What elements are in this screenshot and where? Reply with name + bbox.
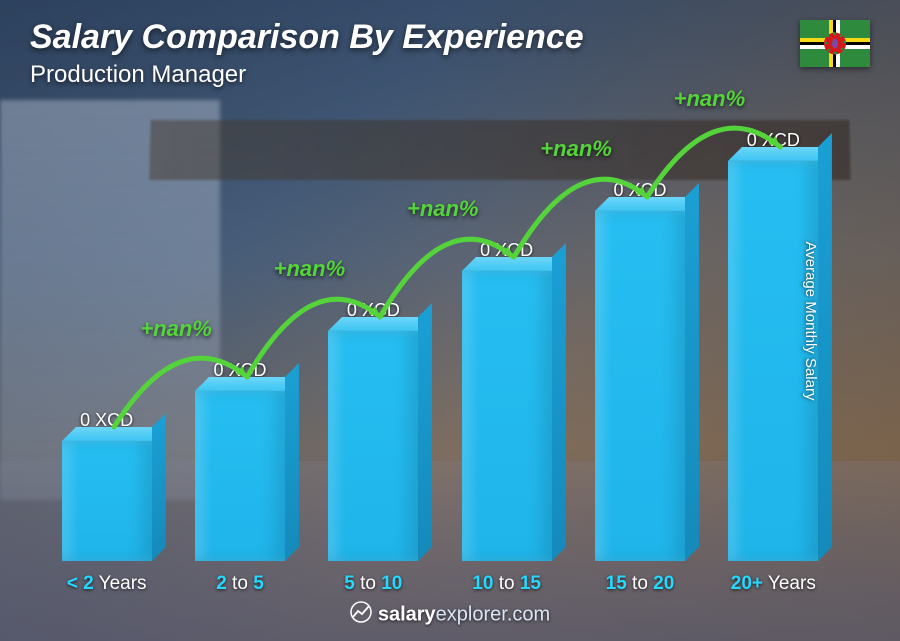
bar-side-face: [818, 133, 832, 561]
bar-top-face: [62, 427, 166, 441]
bar-front-face: [328, 331, 418, 561]
bar-group: 0 XCD10 to 15: [448, 240, 565, 561]
y-axis-label: Average Monthly Salary: [802, 241, 819, 400]
bar-group: 0 XCD5 to 10: [315, 300, 432, 561]
bar-group: 0 XCD2 to 5: [181, 360, 298, 561]
bar-top-face: [595, 197, 699, 211]
increment-label: +nan%: [540, 136, 612, 162]
page-title: Salary Comparison By Experience: [30, 18, 870, 57]
category-label: 10 to 15: [437, 573, 577, 595]
country-flag-icon: [800, 20, 870, 67]
bar-front-face: [462, 271, 552, 561]
bar-side-face: [552, 243, 566, 561]
category-label: 5 to 10: [303, 573, 443, 595]
increment-label: +nan%: [140, 316, 212, 342]
category-label: 2 to 5: [170, 573, 310, 595]
increment-label: +nan%: [674, 86, 746, 112]
bar: [328, 331, 418, 561]
category-label: 15 to 20: [570, 573, 710, 595]
bar-top-face: [195, 377, 299, 391]
bar-side-face: [285, 363, 299, 561]
footer-bold: salary: [378, 603, 436, 625]
bar-top-face: [462, 257, 566, 271]
bar-top-face: [328, 317, 432, 331]
bar-group: 0 XCD15 to 20: [581, 180, 698, 561]
bar: [62, 441, 152, 561]
bar-group: 0 XCD< 2 Years: [48, 410, 165, 561]
bar-side-face: [152, 413, 166, 561]
header: Salary Comparison By Experience Producti…: [30, 18, 870, 89]
increment-label: +nan%: [274, 256, 346, 282]
bar-side-face: [685, 183, 699, 561]
footer-attribution: salaryexplorer.com: [0, 601, 900, 629]
footer-light: explorer: [436, 603, 507, 625]
category-label: 20+ Years: [703, 573, 843, 595]
bar-chart: 0 XCD< 2 Years0 XCD2 to 50 XCD5 to 100 X…: [40, 100, 840, 561]
increment-label: +nan%: [407, 196, 479, 222]
bar-side-face: [418, 303, 432, 561]
logo-icon: [350, 601, 372, 629]
bar: [595, 211, 685, 561]
bar-front-face: [195, 391, 285, 561]
bar: [195, 391, 285, 561]
bar-front-face: [62, 441, 152, 561]
bar: [462, 271, 552, 561]
bar-front-face: [595, 211, 685, 561]
footer-suffix: .com: [507, 603, 550, 625]
bar-top-face: [728, 147, 832, 161]
category-label: < 2 Years: [37, 573, 177, 595]
page-subtitle: Production Manager: [30, 61, 870, 89]
